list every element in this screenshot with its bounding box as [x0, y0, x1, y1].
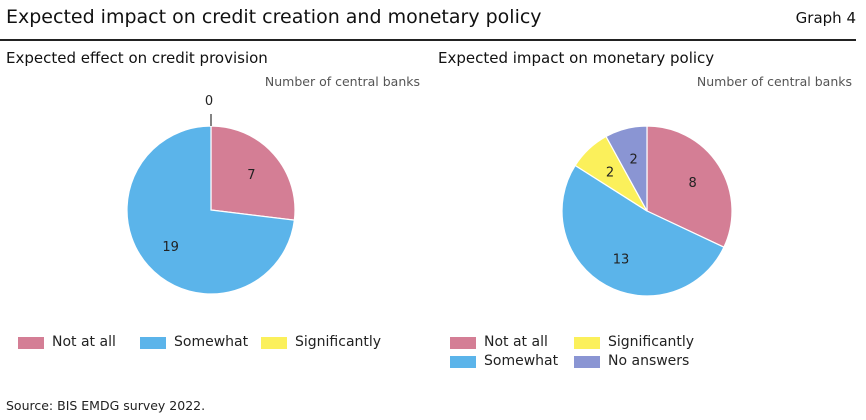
slice-label-not-at-all: 7 — [247, 168, 255, 183]
legend-swatch-significantly — [574, 337, 600, 349]
pie-slice-not-at-all — [646, 125, 733, 248]
pie-slice-somewhat — [561, 164, 725, 297]
credit-provision-pie: 7 19 0 — [126, 94, 296, 295]
legend-swatch-somewhat — [450, 356, 476, 368]
legend-label-somewhat: Somewhat — [484, 353, 559, 369]
slice-label-somewhat: 19 — [162, 240, 179, 255]
credit-provision-title: Expected effect on credit provision — [6, 49, 268, 67]
monetary-policy-title: Expected impact on monetary policy — [438, 49, 715, 67]
graph-title: Expected impact on credit creation and m… — [6, 6, 542, 28]
credit-provision-panel: Expected effect on credit provision Numb… — [0, 44, 430, 384]
legend-label-significantly: Significantly — [608, 334, 695, 350]
legend-swatch-not-at-all — [18, 337, 44, 349]
monetary-policy-pie: 8 13 22 — [561, 125, 733, 297]
credit-provision-unit: Number of central banks — [264, 74, 420, 89]
monetary-policy-unit: Number of central banks — [696, 74, 852, 89]
slice-label-not-at-all: 8 — [688, 176, 696, 191]
slice-label-somewhat: 13 — [613, 252, 630, 267]
legend-swatch-not-at-all — [450, 337, 476, 349]
legend-swatch-no-answers — [574, 356, 600, 368]
monetary-policy-panel: Expected impact on monetary policy Numbe… — [432, 44, 862, 384]
legend-label-significantly: Significantly — [295, 334, 382, 350]
legend-swatch-somewhat — [140, 337, 166, 349]
pie-slice-somewhat — [126, 125, 296, 295]
legend-swatch-significantly — [261, 337, 287, 349]
graph-header: Expected impact on credit creation and m… — [0, 0, 866, 41]
legend-label-not-at-all: Not at all — [52, 334, 116, 350]
source-note: Source: BIS EMDG survey 2022. — [6, 398, 206, 413]
graph-number: Graph 4 — [795, 9, 856, 27]
slice-label-no-answers: 2 — [629, 153, 637, 168]
pie-slice-not-at-all — [210, 125, 296, 221]
slice-label-significantly: 2 — [606, 166, 614, 181]
legend-label-somewhat: Somewhat — [174, 334, 249, 350]
legend-label-no-answers: No answers — [608, 353, 690, 369]
legend-label-not-at-all: Not at all — [484, 334, 548, 350]
header-rule — [0, 39, 856, 41]
slice-label-significantly: 0 — [205, 94, 213, 109]
pie-slice-no-answers — [605, 125, 648, 212]
